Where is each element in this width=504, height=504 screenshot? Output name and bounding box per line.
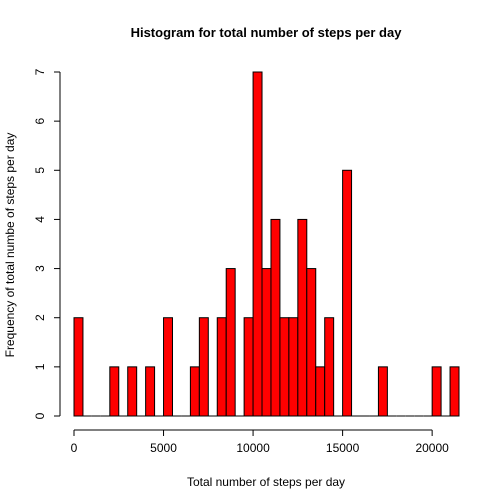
bars-group: [73, 71, 460, 417]
y-tick-label: 2: [33, 314, 47, 321]
histogram-bar: [306, 268, 317, 417]
x-tick-label: 15000: [326, 441, 360, 455]
histogram-bar: [243, 317, 254, 417]
y-tick-label: 1: [33, 363, 47, 370]
histogram-bar: [109, 366, 120, 417]
y-tick-label: 3: [33, 265, 47, 272]
histogram-bar: [73, 317, 84, 417]
y-axis: 0 1 2 3 4 5 6 7: [33, 68, 61, 419]
x-tick-label: 20000: [415, 441, 449, 455]
chart-title: Histogram for total number of steps per …: [131, 25, 403, 40]
y-tick-label: 5: [33, 167, 47, 174]
histogram-bar: [279, 317, 290, 417]
histogram-bar: [225, 268, 236, 417]
x-axis: 0 5000 10000 15000 20000: [71, 429, 449, 455]
histogram-bar: [342, 169, 353, 417]
histogram-bar: [449, 366, 460, 417]
histogram-bar: [189, 366, 200, 417]
histogram-bar: [163, 317, 173, 417]
histogram-bar: [127, 366, 138, 417]
histogram-bar: [377, 366, 388, 417]
histogram-bar: [252, 71, 263, 417]
y-tick-label: 0: [33, 412, 47, 419]
histogram-bar: [216, 317, 227, 417]
histogram-bar: [198, 317, 209, 417]
y-tick-label: 7: [33, 68, 47, 75]
histogram-bar: [145, 366, 156, 417]
x-tick-label: 0: [71, 441, 78, 455]
x-tick-label: 10000: [236, 441, 270, 455]
histogram-bar: [324, 317, 335, 417]
histogram-bar: [297, 218, 308, 417]
y-tick-label: 4: [33, 216, 47, 223]
y-axis-label: Frequency of total numbe of steps per da…: [3, 133, 17, 358]
histogram-bar: [270, 218, 281, 417]
histogram-bar: [315, 366, 326, 417]
histogram-bar: [431, 366, 442, 417]
x-axis-label: Total number of steps per day: [187, 475, 345, 489]
y-tick-label: 6: [33, 117, 47, 124]
histogram-bar: [288, 317, 299, 417]
histogram-bar: [261, 268, 272, 417]
x-tick-label: 5000: [150, 441, 177, 455]
